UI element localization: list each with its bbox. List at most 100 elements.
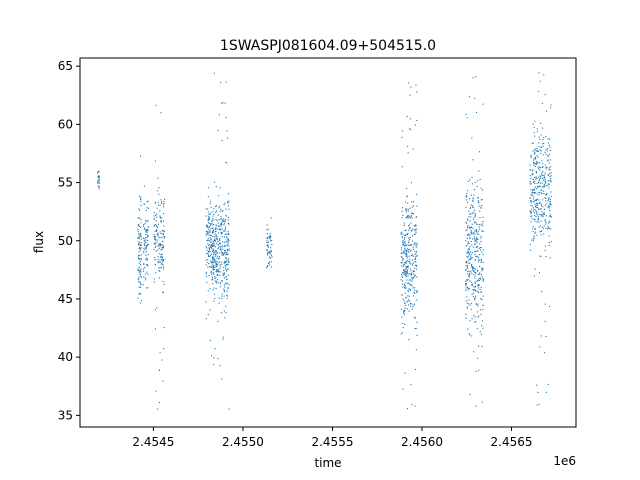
data-point [406,257,408,259]
data-point [470,308,472,310]
data-point [411,230,413,232]
data-point [97,175,99,177]
data-point [225,254,227,256]
data-point [158,247,160,249]
data-point [216,225,218,227]
data-point [474,316,476,318]
data-point [162,233,164,235]
data-point [140,274,142,276]
data-point [471,232,473,234]
data-point [140,198,142,200]
data-point [226,244,228,246]
data-point [218,225,220,227]
data-point [550,216,552,218]
data-point [539,255,541,257]
data-point [470,194,472,196]
data-point [266,229,268,231]
data-point [544,181,546,183]
data-point [478,278,480,280]
data-point [408,282,410,284]
data-point [218,252,220,254]
data-point [206,261,208,263]
data-point [533,132,535,134]
data-point [215,224,217,226]
x-tick-label: 2.4550 [222,435,264,449]
data-point [221,298,223,300]
data-point [207,208,209,210]
data-point [225,241,227,243]
data-point [550,196,552,198]
data-point [535,176,537,178]
data-point [529,164,531,166]
data-point [416,251,418,253]
data-point [469,262,471,264]
data-point [226,270,228,272]
data-point [209,223,211,225]
data-point [212,224,214,226]
data-point [416,228,418,230]
data-point [208,250,210,252]
data-point [536,155,538,157]
data-point [227,242,229,244]
data-point [225,256,227,258]
data-point [137,297,139,299]
data-point [534,151,536,153]
data-point [537,217,539,219]
data-point [222,219,224,221]
data-point [536,130,538,132]
data-point [268,241,270,243]
data-point [267,237,269,239]
data-point [544,94,546,96]
data-point [469,258,471,260]
data-point [470,227,472,229]
data-point [220,283,222,285]
data-point [221,102,223,104]
data-point [162,380,164,382]
data-point [470,255,472,257]
data-point [481,258,483,260]
data-point [157,255,159,257]
data-point [221,280,223,282]
data-point [158,267,160,269]
data-point [534,135,536,137]
data-point [481,346,483,348]
data-point [140,200,142,202]
data-point [146,201,148,203]
data-point [535,216,537,218]
data-point [207,211,209,213]
data-point [153,215,155,217]
data-point [145,242,147,244]
data-point [213,265,215,267]
data-point [415,232,417,234]
data-point [471,137,473,139]
data-point [223,291,225,293]
data-point [154,201,156,203]
data-point [530,177,532,179]
data-point [415,244,417,246]
data-point [466,199,468,201]
data-point [227,286,229,288]
data-point [159,237,161,239]
data-point [216,239,218,241]
data-point [212,227,214,229]
data-point [403,251,405,253]
data-point [407,273,409,275]
data-point [266,266,268,268]
data-point [410,222,412,224]
x-axis-label: time [314,456,341,470]
data-point [540,152,542,154]
data-point [223,252,225,254]
data-point [161,247,163,249]
scatter-points [97,72,552,410]
data-point [547,160,549,162]
data-point [468,333,470,335]
data-point [536,128,538,130]
data-point [481,198,483,200]
data-point [471,264,473,266]
data-point [542,163,544,165]
data-point [220,248,222,250]
data-point [97,171,99,173]
data-point [532,226,534,228]
data-point [163,206,165,208]
data-point [210,246,212,248]
